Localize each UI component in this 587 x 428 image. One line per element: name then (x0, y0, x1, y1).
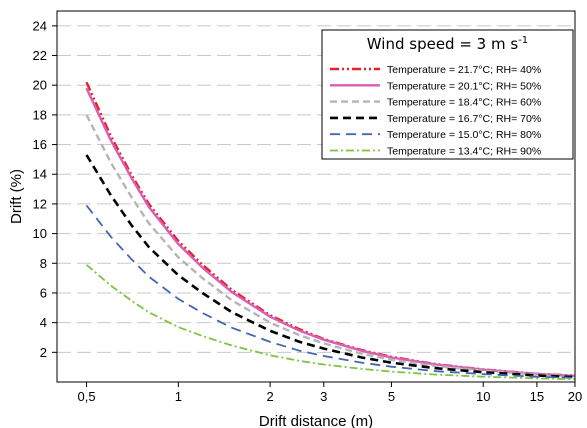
legend-box (321, 29, 574, 160)
x-axis-ticks: 0,5 1 2 3 5 10 15 20 (78, 382, 582, 404)
y-tick-label: 24 (33, 18, 47, 33)
x-tick-label: 20 (568, 389, 582, 404)
legend-label-2: Temperature = 20.1°C; RH= 50% (387, 80, 541, 92)
legend-title: Wind speed = 3 m s-1 (367, 35, 528, 53)
series-line-2 (85, 87, 576, 377)
series-line-4 (85, 154, 576, 379)
legend-items: Temperature = 21.7°C; RH= 40% Temperature… (330, 64, 541, 158)
legend-title-superscript: -1 (518, 35, 528, 46)
y-tick-label: 14 (33, 167, 47, 182)
series-line-3 (85, 114, 576, 378)
legend: Wind speed = 3 m s-1 Temperature = 21.7°… (321, 29, 574, 160)
y-tick-label: 6 (40, 285, 47, 300)
y-tick-label: 16 (33, 137, 47, 152)
legend-label-6: Temperature = 13.4°C; RH= 90% (387, 146, 541, 158)
plot-frame (56, 10, 576, 383)
x-tick-label: 15 (530, 389, 544, 404)
y-tick-label: 18 (33, 107, 47, 122)
x-tick-label: 2 (266, 389, 273, 404)
legend-title-main: Wind speed = 3 m s (367, 35, 519, 53)
x-tick-label: 0,5 (78, 389, 96, 404)
legend-label-1: Temperature = 21.7°C; RH= 40% (387, 64, 541, 76)
legend-label-5: Temperature = 15.0°C; RH= 80% (387, 129, 541, 141)
y-tick-label: 2 (40, 345, 47, 360)
x-tick-label: 5 (388, 389, 395, 404)
y-tick-label: 4 (40, 315, 47, 330)
x-tick-label: 10 (476, 389, 490, 404)
series-lines (85, 81, 576, 381)
legend-label-4: Temperature = 16.7°C; RH= 70% (387, 113, 541, 125)
y-tick-label: 22 (33, 48, 47, 63)
y-tick-label: 10 (33, 226, 47, 241)
y-tick-label: 12 (33, 196, 47, 211)
y-axis-label: Drift (%) (8, 169, 25, 224)
x-tick-label: 1 (175, 389, 182, 404)
legend-label-3: Temperature = 18.4°C; RH= 60% (387, 97, 541, 109)
y-tick-label: 20 (33, 78, 47, 93)
x-tick-label: 3 (320, 389, 327, 404)
x-axis-label: Drift distance (m) (259, 413, 373, 428)
y-tick-label: 8 (40, 256, 47, 271)
series-line-5 (85, 204, 576, 379)
series-line-6 (85, 264, 576, 381)
